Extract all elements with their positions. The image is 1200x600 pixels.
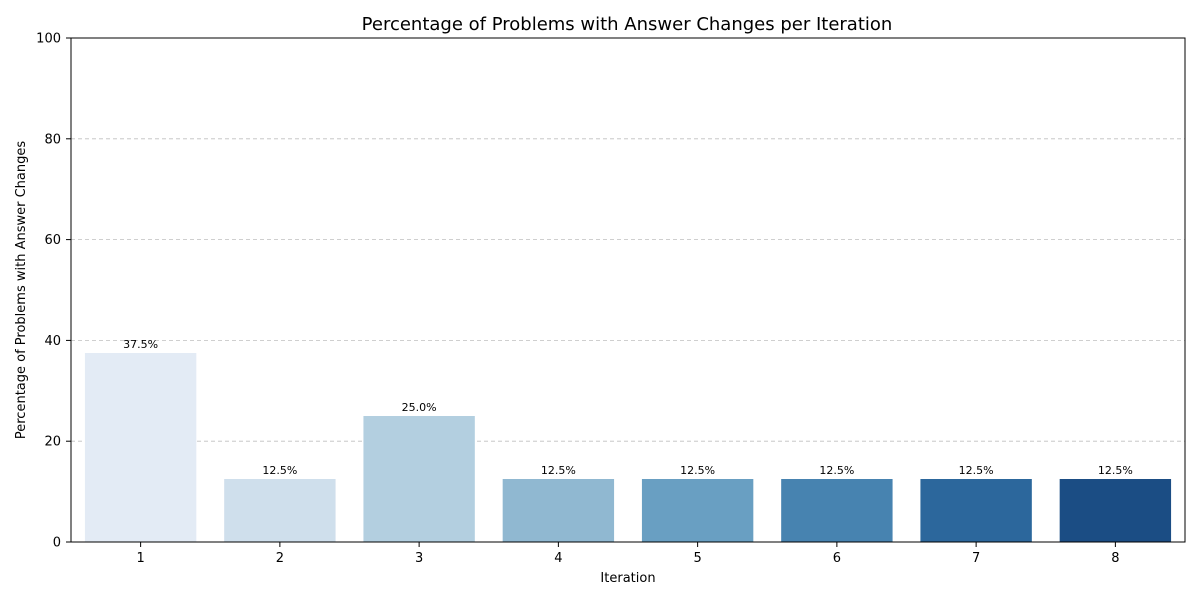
bar [1059,479,1172,542]
bar [920,479,1032,542]
bar-value-label: 12.5% [541,464,576,477]
bar-value-label: 12.5% [1098,464,1133,477]
bar [781,479,893,542]
bar-value-label: 37.5% [123,338,158,351]
bar [224,479,336,542]
y-tick-label: 20 [44,435,61,450]
y-tick-label: 0 [53,536,61,551]
grid-lines [71,138,1185,442]
x-tick-label: 4 [554,551,562,566]
y-tick-label: 80 [44,132,61,147]
x-tick-label: 7 [972,551,980,566]
x-tick-label: 6 [833,551,841,566]
bar [363,416,475,542]
y-axis-ticks: 0 20 40 60 80 100 [36,32,71,551]
bar-value-label: 12.5% [680,464,715,477]
x-axis-ticks: 1 2 3 4 5 6 7 8 [136,542,1120,566]
y-axis-label: Percentage of Problems with Answer Chang… [14,141,29,439]
x-tick-label: 1 [136,551,144,566]
bar-value-label: 25.0% [402,401,437,414]
bars [84,353,1172,542]
bar [502,479,615,542]
y-tick-label: 100 [36,32,61,47]
chart-title: Percentage of Problems with Answer Chang… [362,14,893,35]
bar-value-label: 12.5% [819,464,854,477]
bar-value-label: 12.5% [262,464,297,477]
y-tick-label: 60 [44,233,61,248]
x-axis-label: Iteration [600,571,655,586]
y-tick-label: 40 [44,334,61,349]
plot-frame [70,37,1186,543]
x-tick-label: 8 [1111,551,1119,566]
bar-value-label: 12.5% [959,464,994,477]
data-labels: 37.5% 12.5% 25.0% 12.5% 12.5% 12.5% 12.5% 12.5% [123,338,1133,477]
bar [641,479,754,542]
bar [84,353,197,542]
x-tick-label: 3 [415,551,423,566]
x-tick-label: 5 [693,551,701,566]
x-tick-label: 2 [276,551,284,566]
